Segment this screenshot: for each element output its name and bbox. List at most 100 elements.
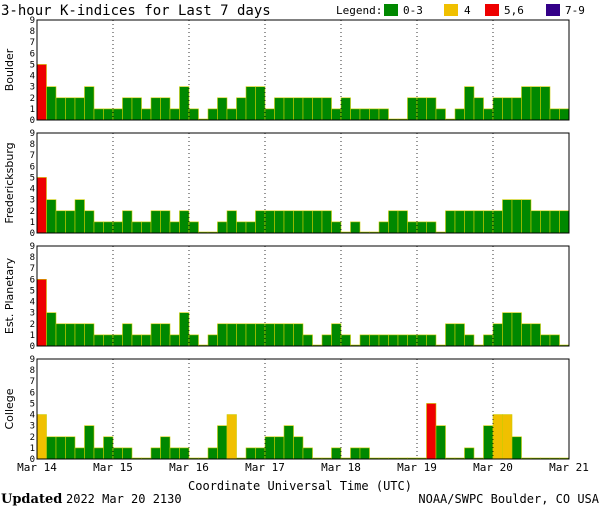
k-index-bar	[359, 108, 370, 121]
k-index-bar	[407, 97, 418, 121]
k-index-bar	[492, 414, 503, 460]
legend-swatch-0-3	[384, 4, 398, 16]
k-index-bar	[217, 323, 228, 347]
y-tick-label: 6	[30, 388, 35, 398]
k-index-bar	[93, 221, 104, 234]
legend-label: Legend:	[336, 4, 382, 17]
k-index-bar	[293, 323, 304, 347]
k-index-bar	[169, 221, 180, 234]
y-tick-label: 8	[30, 27, 35, 37]
k-index-bar	[274, 97, 285, 121]
y-tick-label: 0	[30, 342, 35, 352]
k-index-bar	[264, 323, 275, 347]
y-tick-label: 6	[30, 49, 35, 59]
k-index-bar	[84, 210, 95, 234]
k-index-bar	[255, 447, 266, 460]
legend-item-0-3: 0-3	[384, 4, 423, 17]
y-axis-title: Est. Planetary	[3, 257, 16, 334]
k-index-bar	[150, 97, 161, 121]
k-index-bar	[435, 108, 446, 121]
k-index-bar	[331, 323, 342, 347]
k-index-bar	[141, 108, 152, 121]
y-tick-label: 6	[30, 162, 35, 172]
k-index-bar	[416, 97, 427, 121]
k-index-bar	[131, 97, 142, 121]
k-index-bar	[46, 436, 57, 460]
k-index-bar	[122, 97, 133, 121]
k-index-bar	[245, 447, 256, 460]
k-index-bar	[179, 86, 190, 121]
k-index-bar	[492, 210, 503, 234]
k-index-bar	[454, 108, 465, 121]
legend-item-7-9: 7-9	[546, 4, 585, 17]
k-index-bar	[388, 210, 399, 234]
k-index-bar	[331, 447, 342, 460]
k-index-bar	[293, 97, 304, 121]
k-index-bar	[74, 97, 85, 121]
k-index-bar	[464, 210, 475, 234]
k-index-bar	[435, 425, 446, 460]
k-index-bar	[511, 199, 522, 234]
k-index-bar	[340, 334, 351, 347]
y-tick-label: 4	[30, 72, 35, 82]
y-tick-label: 3	[30, 196, 35, 206]
y-tick-label: 2	[30, 320, 35, 330]
k-index-bar	[255, 323, 266, 347]
k-index-bar	[226, 210, 237, 234]
k-index-bar	[511, 312, 522, 347]
k-index-bar	[188, 221, 199, 234]
legend-swatch-4	[444, 4, 458, 16]
y-tick-label: 0	[30, 116, 35, 126]
k-index-bar	[226, 323, 237, 347]
k-index-bar	[350, 108, 361, 121]
k-index-bar	[454, 210, 465, 234]
k-index-bar	[502, 97, 513, 121]
y-tick-label: 9	[30, 355, 35, 365]
k-index-bar	[160, 436, 171, 460]
k-index-bar	[103, 334, 114, 347]
k-index-bar	[55, 210, 66, 234]
k-index-bar	[492, 323, 503, 347]
k-index-bar	[112, 334, 123, 347]
k-index-bar	[540, 86, 551, 121]
y-axis-title: College	[3, 388, 16, 429]
k-index-bar	[502, 312, 513, 347]
k-index-bar	[65, 210, 76, 234]
k-index-bar	[274, 210, 285, 234]
k-index-bar	[502, 414, 513, 460]
k-index-bar	[245, 323, 256, 347]
k-index-bar	[46, 199, 57, 234]
k-index-bar	[179, 312, 190, 347]
y-tick-label: 5	[30, 399, 35, 409]
k-index-bar	[426, 334, 437, 347]
y-tick-label: 7	[30, 38, 35, 48]
k-index-bar	[483, 425, 494, 460]
k-index-bar	[492, 97, 503, 121]
y-tick-label: 1	[30, 105, 35, 115]
k-index-bar	[122, 447, 133, 460]
k-index-bar	[36, 279, 47, 347]
k-index-bar	[112, 108, 123, 121]
panel-frame	[36, 245, 570, 347]
k-index-bar	[46, 312, 57, 347]
k-index-bar	[169, 447, 180, 460]
x-tick-label: Mar 21	[549, 461, 589, 474]
k-index-bar	[236, 221, 247, 234]
k-index-bar	[150, 447, 161, 460]
k-index-bar	[65, 97, 76, 121]
k-index-bar	[293, 210, 304, 234]
k-index-bar	[521, 323, 532, 347]
legend-item-4: 4	[444, 4, 471, 17]
panel-frame	[36, 132, 570, 234]
k-index-bar	[65, 436, 76, 460]
k-index-bar	[188, 334, 199, 347]
k-index-bar	[122, 210, 133, 234]
x-tick-label: Mar 17	[245, 461, 285, 474]
y-tick-label: 0	[30, 455, 35, 465]
k-index-bar	[36, 177, 47, 234]
k-index-bar	[350, 447, 361, 460]
k-index-bar	[264, 436, 275, 460]
x-tick-label: Mar 18	[321, 461, 361, 474]
